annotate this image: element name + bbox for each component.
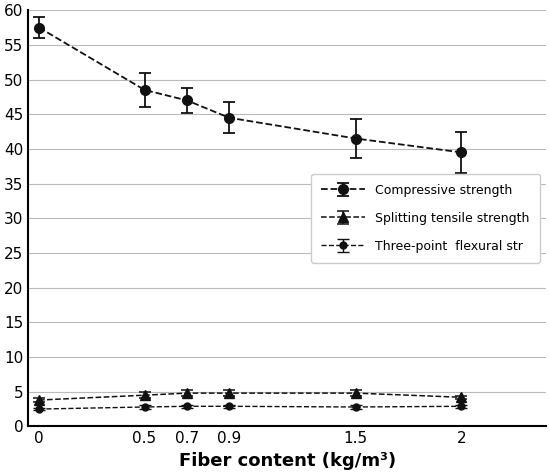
Legend: Compressive strength, Splitting tensile strength, Three-point  flexural str: Compressive strength, Splitting tensile … bbox=[311, 174, 540, 263]
X-axis label: Fiber content (kg/m³): Fiber content (kg/m³) bbox=[179, 452, 395, 470]
